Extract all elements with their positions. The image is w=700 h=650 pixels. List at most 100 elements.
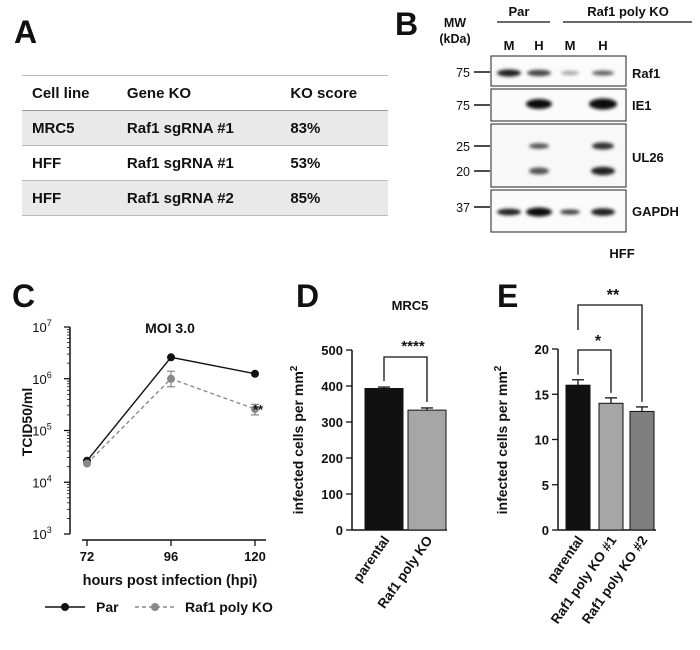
chart-c-x-tick-label: 120 (244, 549, 266, 564)
chart-c-significance: ** (253, 402, 264, 417)
chart-c-point (83, 459, 91, 468)
table-cell: HFF (22, 180, 117, 216)
protein-label: IE1 (632, 98, 652, 113)
table-cell: HFF (22, 145, 117, 181)
chart-c-y-tick-base: 10 (32, 372, 46, 387)
chart-d-y-tick-label: 500 (321, 343, 343, 358)
chart-e-ylabel-sup: 2 (493, 365, 504, 371)
table-cell: Raf1 sgRNA #1 (116, 110, 281, 146)
blot-band (529, 167, 549, 175)
panel-label-b: B (395, 6, 419, 42)
chart-c-y-tick-base: 10 (32, 475, 46, 490)
chart-c-point (251, 369, 259, 378)
lane-label: M (504, 38, 515, 53)
table-cell: 53% (280, 145, 388, 181)
chart-e-y-tick-label: 5 (542, 478, 549, 493)
panel-label-d: D (296, 278, 320, 314)
chart-c-y-tick-exp: 4 (47, 473, 52, 483)
blot-band (526, 99, 552, 109)
chart-d-y-tick-label: 0 (336, 523, 343, 538)
mw-label: MW (444, 16, 466, 30)
blot-band (529, 143, 549, 149)
chart-d-significance-bracket (383, 356, 428, 402)
chart-c-y-tick-label: 107 (32, 318, 51, 335)
table-row: MRC5 Raf1 sgRNA #1 83% (22, 110, 388, 146)
chart-c-y-tick-exp: 6 (47, 370, 52, 380)
blot-band (560, 209, 580, 215)
table-cell: 85% (280, 180, 388, 216)
chart-d-ylabel: infected cells per mm2 (289, 365, 306, 514)
chart-e-y-tick-label: 10 (535, 433, 549, 448)
lane-label: M (565, 38, 576, 53)
chart-e-significance-bracket-1 (577, 349, 612, 393)
chart-e-ylabel-main: infected cells per mm (494, 371, 510, 514)
blot-band (592, 142, 614, 150)
table-header-gene-ko: Gene KO (116, 75, 281, 111)
legend-label-ko: Raf1 poly KO (185, 599, 273, 615)
table-header-ko-score: KO score (280, 75, 388, 111)
mw-marker: 25 (456, 140, 470, 154)
chart-c-y-tick-base: 10 (32, 424, 46, 439)
chart-e-bar (598, 402, 624, 531)
table-cell: Raf1 sgRNA #2 (116, 180, 281, 216)
mw-marker: 75 (456, 66, 470, 80)
blot-band (589, 98, 617, 110)
chart-c-x-tick-label: 72 (80, 549, 94, 564)
panel-label-c: C (12, 278, 36, 314)
chart-c-y-tick-base: 10 (32, 320, 46, 335)
blot-band (497, 69, 521, 77)
mw-marker: 37 (456, 201, 470, 215)
mw-marker: 20 (456, 165, 470, 179)
chart-c-y-tick-label: 103 (32, 525, 51, 542)
chart-c-point (167, 353, 175, 362)
legend-marker-ko (151, 603, 159, 611)
mw-unit-label: (kDa) (439, 32, 470, 46)
table-row: HFF Raf1 sgRNA #2 85% (22, 180, 388, 216)
table-header-cell-line: Cell line (22, 75, 117, 111)
chart-d-y-tick-label: 300 (321, 415, 343, 430)
blot-band (591, 208, 615, 216)
chart-c-xlabel: hours post infection (hpi) (83, 573, 258, 589)
blot-box-ul26 (490, 123, 627, 188)
chart-c-point (167, 374, 175, 383)
chart-d-bar (407, 409, 447, 531)
chart-c-y-tick-label: 105 (32, 422, 51, 439)
chart-e-y-tick-label: 0 (542, 523, 549, 538)
chart-e-significance-2: ** (607, 287, 620, 304)
chart-e-title: HFF (609, 246, 634, 261)
chart-c-x-tick-label: 96 (164, 549, 178, 564)
chart-d-title: MRC5 (392, 298, 429, 313)
blot-band (592, 70, 614, 76)
mw-marker: 75 (456, 99, 470, 113)
chart-c-y-tick-exp: 7 (47, 318, 52, 328)
table-row: HFF Raf1 sgRNA #1 53% (22, 145, 388, 181)
blot-group-par: Par (509, 4, 530, 19)
chart-e-ylabel: infected cells per mm2 (493, 365, 510, 514)
chart-e-bar (565, 384, 591, 531)
chart-d-significance: **** (401, 338, 425, 355)
chart-d-ylabel-sup: 2 (289, 365, 300, 371)
chart-c-y-tick-label: 106 (32, 370, 51, 387)
chart-c-title: MOI 3.0 (145, 320, 195, 336)
chart-e-bar (629, 410, 655, 531)
legend-label-par: Par (96, 599, 119, 615)
table-cell: Raf1 sgRNA #1 (116, 145, 281, 181)
chart-e-y-tick-label: 20 (535, 342, 549, 357)
chart-c-y-tick-exp: 3 (47, 525, 52, 535)
chart-c-ylabel: TCID50/ml (19, 388, 35, 456)
protein-label: Raf1 (632, 66, 660, 81)
ko-score-table: Cell line Gene KO KO score MRC5 Raf1 sgR… (22, 75, 388, 216)
protein-label: GAPDH (632, 204, 679, 219)
panel-label-a: A (14, 14, 38, 50)
blot-band (497, 208, 521, 216)
panel-label-e: E (497, 278, 519, 314)
chart-d-y-tick-label: 100 (321, 487, 343, 502)
table-cell: MRC5 (22, 110, 117, 146)
chart-c-y-tick-exp: 5 (47, 422, 52, 432)
protein-label: UL26 (632, 150, 664, 165)
chart-c-y-tick-label: 104 (32, 473, 51, 490)
